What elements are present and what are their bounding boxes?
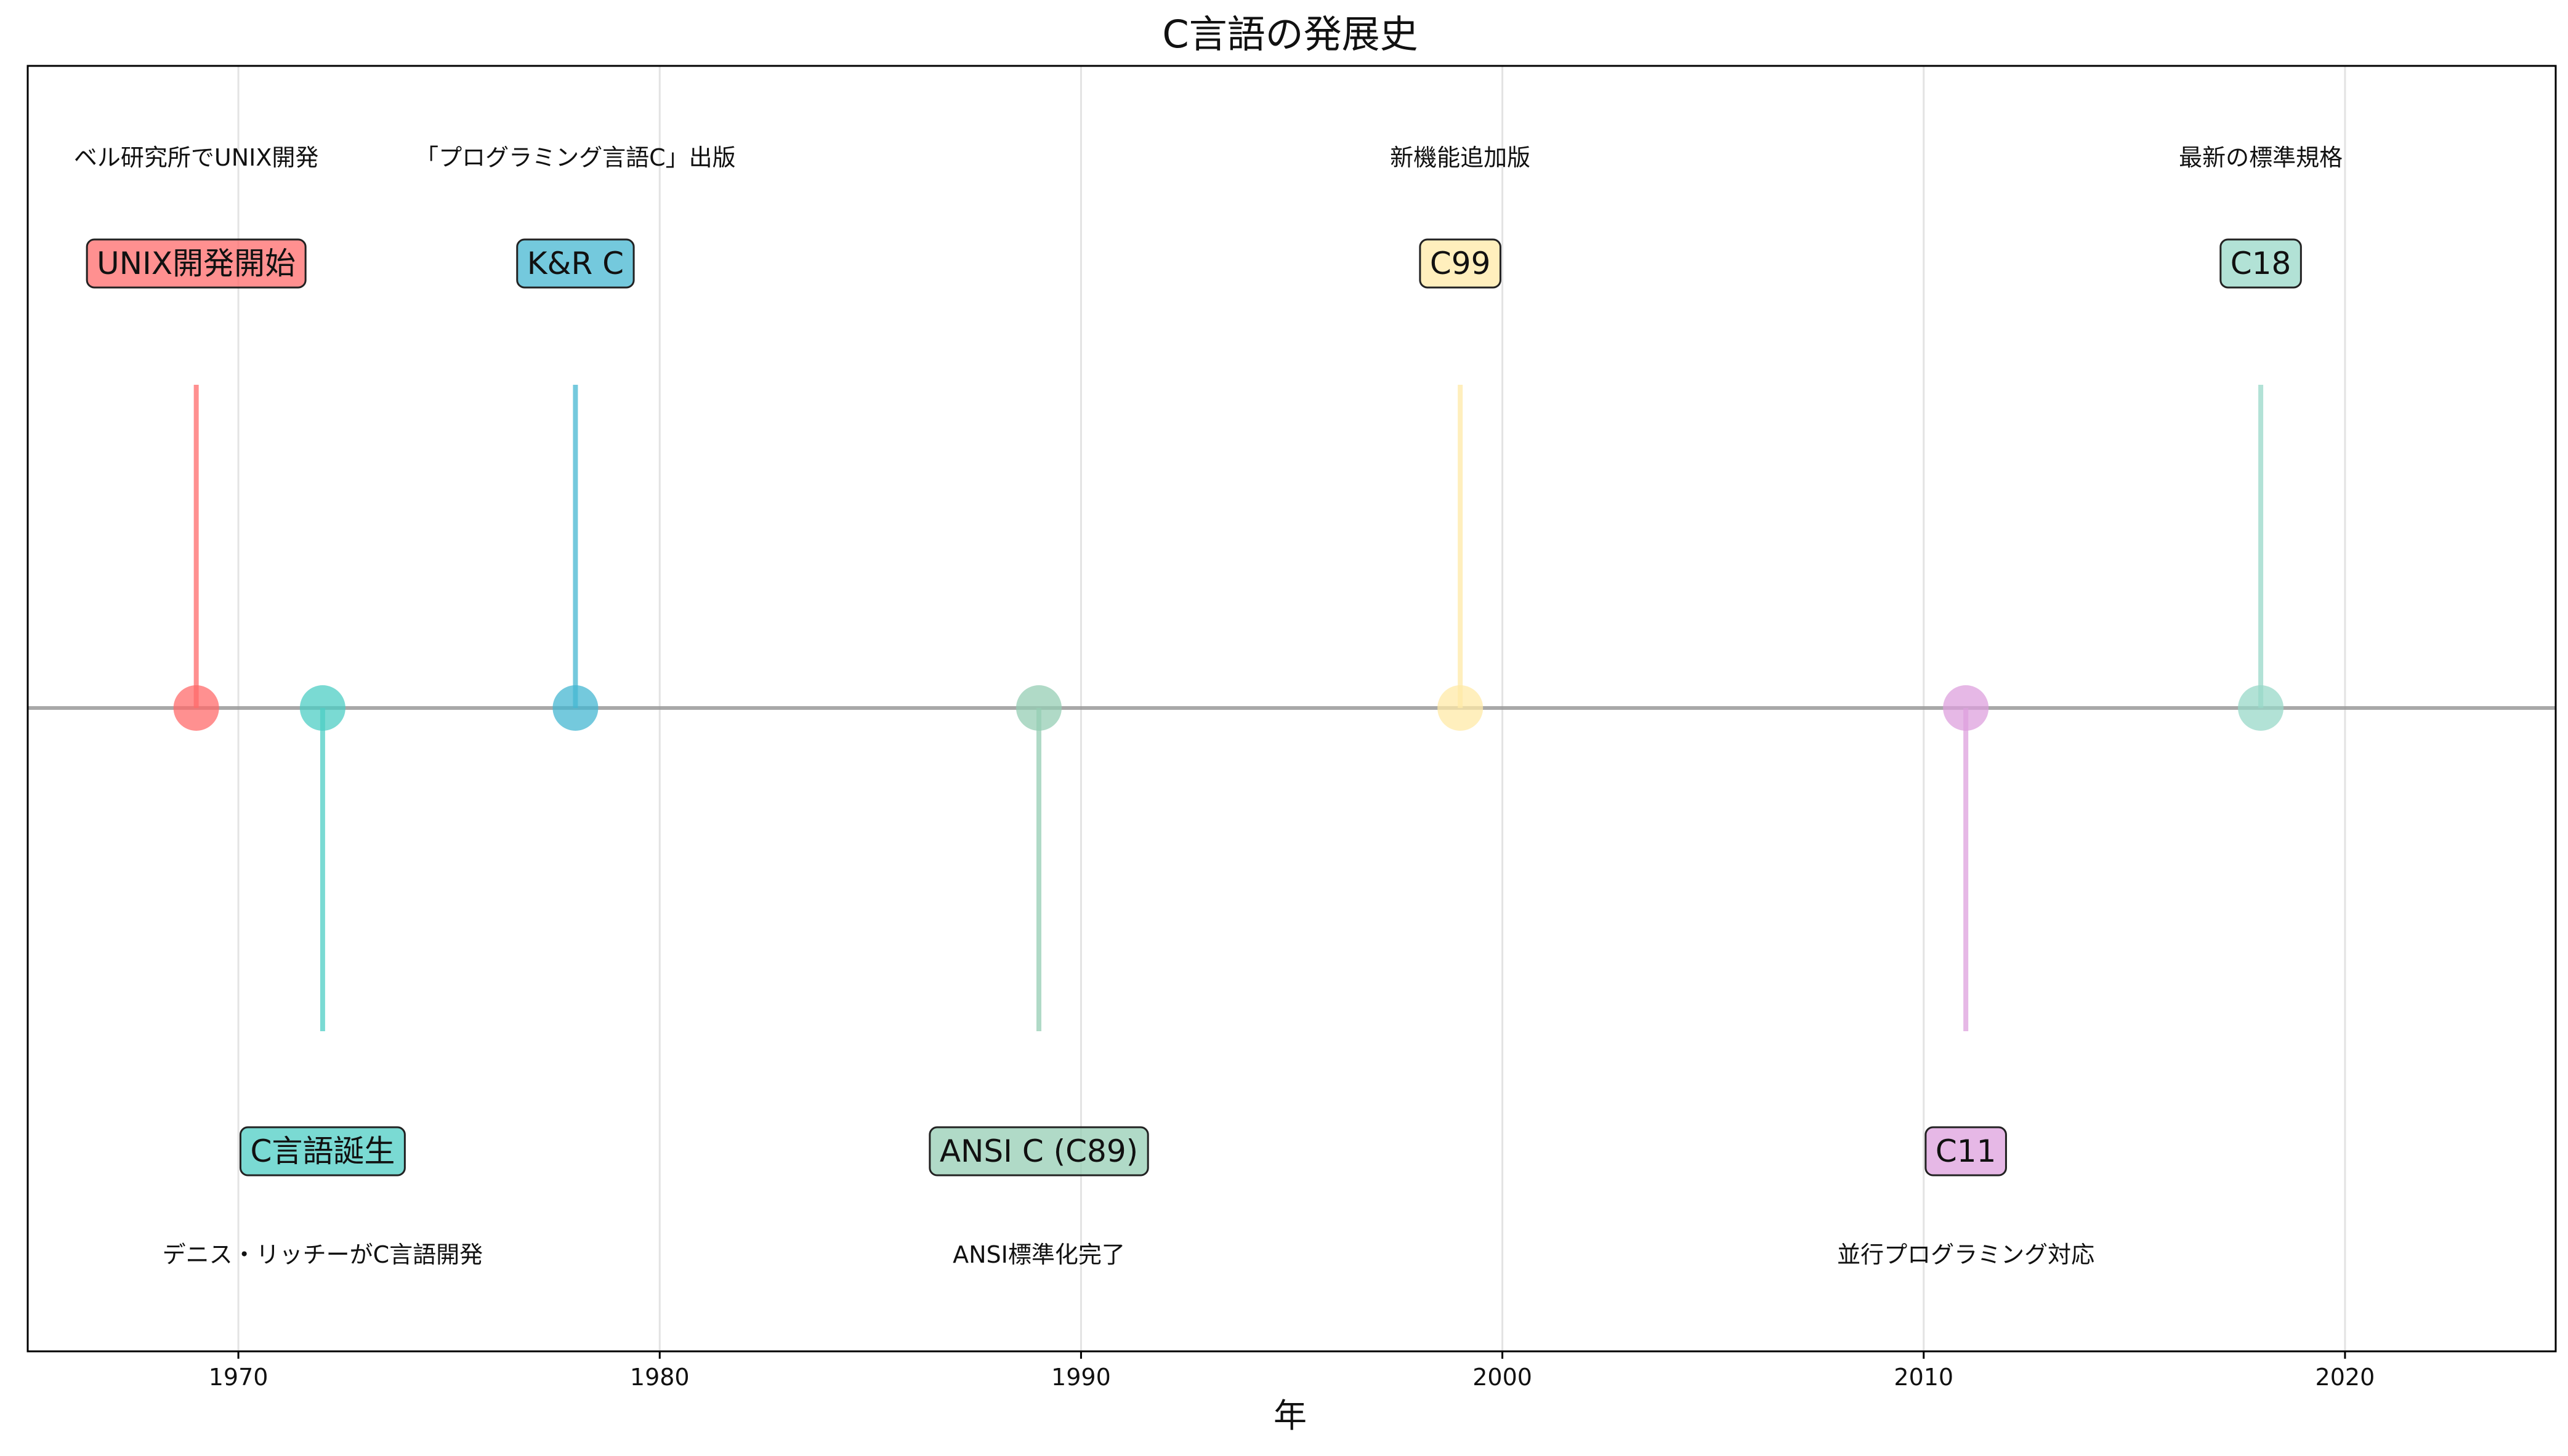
event-label-box	[2219, 238, 2302, 289]
event-label-box	[239, 1126, 406, 1176]
x-axis-label: 年	[1274, 1396, 1307, 1435]
event-point	[552, 685, 599, 731]
event-label-box	[86, 238, 307, 289]
event-label: UNIX開発開始	[97, 246, 296, 281]
x-tick-label: 1990	[1051, 1364, 1111, 1391]
event-point	[173, 685, 219, 731]
x-tick-label: 1980	[630, 1364, 690, 1391]
event-point	[299, 685, 345, 731]
event-stems	[193, 385, 2264, 1031]
event-point	[1437, 685, 1484, 731]
event-description: ANSI標準化完了	[953, 1241, 1125, 1268]
event-label-box	[1924, 1126, 2007, 1176]
event-description: 新機能追加版	[1390, 144, 1530, 171]
x-tick-label: 2000	[1472, 1364, 1532, 1391]
plot-frame	[26, 65, 2557, 1353]
event-label-box	[1419, 238, 1501, 289]
event-label: K&R C	[527, 246, 624, 281]
x-axis-ticks: 1970 1980 1990 2000 2010 2020	[209, 1351, 2375, 1391]
event-description: 最新の標準規格	[2179, 144, 2343, 171]
event-label: C18	[2231, 246, 2291, 281]
x-tick-label: 2010	[1894, 1364, 1953, 1391]
event-point	[2238, 685, 2284, 731]
event-description: 「プログラミング言語C」出版	[415, 144, 736, 171]
event-label: C11	[1936, 1133, 1997, 1169]
event-label: C99	[1430, 246, 1491, 281]
x-tick-label: 2020	[2316, 1364, 2375, 1391]
event-description: ベル研究所でUNIX開発	[74, 144, 318, 171]
event-label: ANSI C (C89)	[940, 1133, 1138, 1169]
event-point	[1943, 685, 1989, 731]
event-label-box	[516, 238, 635, 289]
event-description: デニス・リッチーがC言語開発	[163, 1241, 483, 1268]
x-tick-label: 1970	[209, 1364, 269, 1391]
event-description: 並行プログラミング対応	[1837, 1241, 2094, 1268]
event-point	[1016, 685, 1062, 731]
event-label-box	[929, 1126, 1149, 1176]
event-label: C言語誕生	[250, 1133, 395, 1169]
chart-title: C言語の発展史	[1162, 12, 1418, 57]
event-points	[173, 685, 2284, 731]
